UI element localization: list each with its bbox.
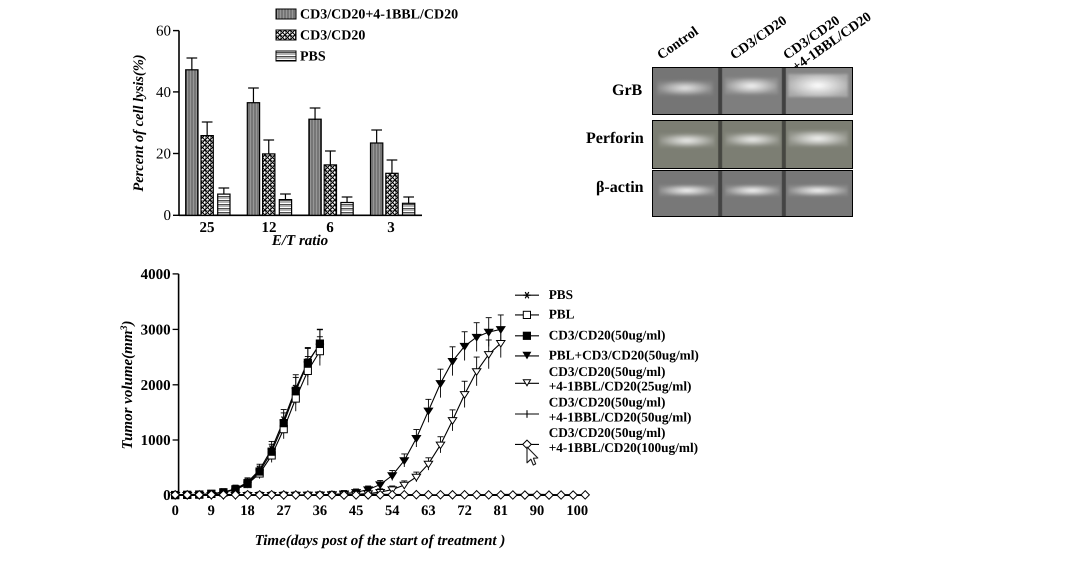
svg-text:CD3/CD20(50ug/ml): CD3/CD20(50ug/ml) bbox=[549, 328, 666, 343]
svg-text:0: 0 bbox=[172, 503, 179, 519]
svg-text:100: 100 bbox=[566, 503, 588, 519]
svg-text:4000: 4000 bbox=[141, 267, 171, 283]
svg-text:27: 27 bbox=[276, 503, 291, 519]
svg-text:45: 45 bbox=[349, 503, 364, 519]
svg-text:PBL: PBL bbox=[549, 307, 575, 322]
svg-text:Time(days post of the start of: Time(days post of the start of treatment… bbox=[255, 533, 506, 549]
svg-text:72: 72 bbox=[457, 503, 472, 519]
svg-text:PBS: PBS bbox=[549, 287, 573, 302]
svg-text:+4-1BBL/CD20(25ug/ml): +4-1BBL/CD20(25ug/ml) bbox=[549, 379, 692, 394]
svg-text:9: 9 bbox=[208, 503, 215, 519]
svg-text:2000: 2000 bbox=[141, 378, 171, 394]
svg-text:Tumor volume(mm3): Tumor volume(mm3) bbox=[119, 320, 137, 449]
svg-text:1000: 1000 bbox=[141, 433, 171, 449]
svg-text:CD3/CD20(50ug/ml): CD3/CD20(50ug/ml) bbox=[549, 364, 666, 379]
svg-text:3000: 3000 bbox=[141, 322, 171, 338]
svg-text:90: 90 bbox=[530, 503, 545, 519]
svg-text:18: 18 bbox=[240, 503, 255, 519]
svg-text:CD3/CD20(50ug/ml): CD3/CD20(50ug/ml) bbox=[549, 425, 666, 440]
svg-text:+4-1BBL/CD20(50ug/ml): +4-1BBL/CD20(50ug/ml) bbox=[549, 410, 692, 425]
svg-text:0: 0 bbox=[163, 488, 171, 504]
svg-text:54: 54 bbox=[385, 503, 400, 519]
svg-text:63: 63 bbox=[421, 503, 436, 519]
svg-text:PBL+CD3/CD20(50ug/ml): PBL+CD3/CD20(50ug/ml) bbox=[549, 348, 699, 363]
svg-text:81: 81 bbox=[494, 503, 509, 519]
svg-text:+4-1BBL/CD20(100ug/ml): +4-1BBL/CD20(100ug/ml) bbox=[549, 440, 698, 455]
svg-text:CD3/CD20(50ug/ml): CD3/CD20(50ug/ml) bbox=[549, 394, 666, 409]
svg-text:36: 36 bbox=[313, 503, 328, 519]
